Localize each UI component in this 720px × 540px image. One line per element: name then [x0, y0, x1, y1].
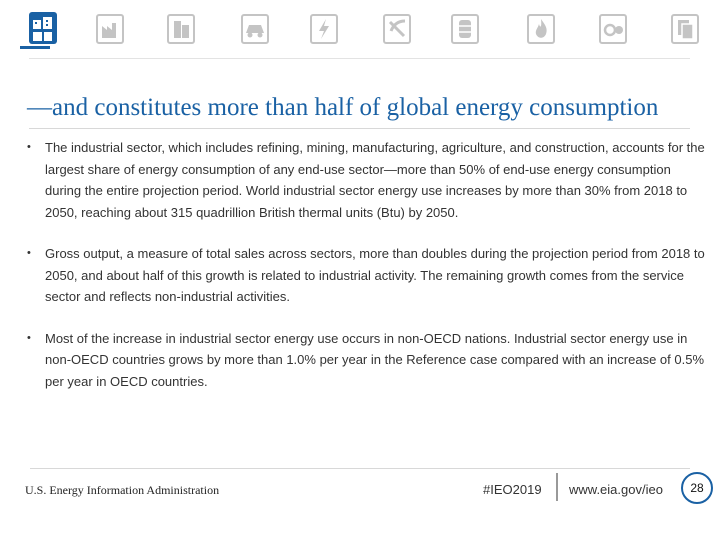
- bullet-text: Gross output, a measure of total sales a…: [45, 246, 705, 304]
- renewables-gauge-icon[interactable]: [598, 11, 628, 45]
- slide-footer: U.S. Energy Information Administration #…: [0, 468, 720, 540]
- page-number: 28: [681, 472, 713, 504]
- commercial-buildings-icon[interactable]: [166, 11, 196, 45]
- electricity-bolt-icon[interactable]: [309, 11, 339, 45]
- bullet-text: The industrial sector, which includes re…: [45, 140, 705, 220]
- industry-factory-icon[interactable]: [95, 11, 125, 45]
- bullet-marker: •: [27, 331, 31, 344]
- website-link[interactable]: www.eia.gov/ieo: [569, 482, 663, 497]
- bullet-marker: •: [27, 141, 31, 153]
- buildings-industry-icon[interactable]: [28, 11, 58, 45]
- slide-title: —and constitutes more than half of globa…: [27, 94, 659, 121]
- sector-icon-bar: [0, 0, 720, 58]
- header-divider: [29, 58, 690, 59]
- bullet-item: • Most of the increase in industrial sec…: [27, 328, 707, 393]
- title-divider: [29, 128, 690, 129]
- coal-mining-icon[interactable]: [382, 11, 412, 45]
- hashtag: #IEO2019: [483, 482, 542, 497]
- oil-barrel-icon[interactable]: [450, 11, 480, 45]
- bullet-item: • The industrial sector, which includes …: [27, 137, 707, 223]
- active-tab-indicator: [20, 46, 50, 49]
- agency-name: U.S. Energy Information Administration: [25, 483, 220, 497]
- bullet-item: • Gross output, a measure of total sales…: [27, 243, 707, 308]
- footer-divider: [30, 468, 690, 469]
- footer-separator: [556, 473, 558, 501]
- bullet-text: Most of the increase in industrial secto…: [45, 330, 705, 389]
- car-icon[interactable]: [240, 11, 270, 45]
- documents-icon[interactable]: [670, 11, 700, 45]
- bullet-list: • The industrial sector, which includes …: [27, 137, 707, 412]
- bullet-marker: •: [27, 247, 31, 259]
- natural-gas-flame-icon[interactable]: [526, 11, 556, 45]
